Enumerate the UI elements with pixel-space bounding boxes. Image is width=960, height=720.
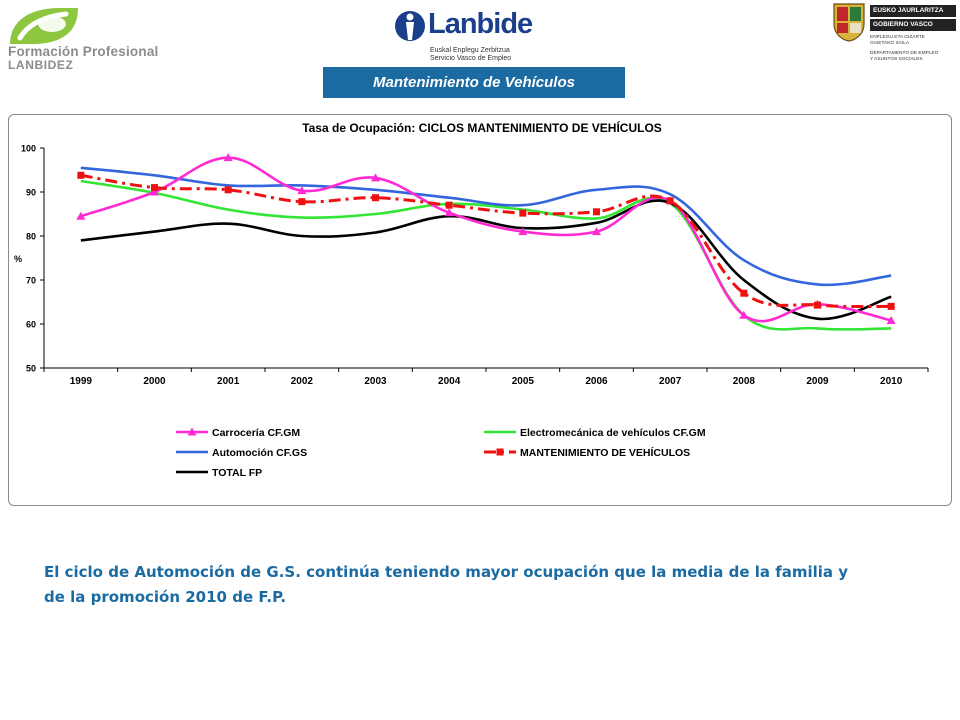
- x-tick-label: 2002: [291, 376, 314, 387]
- legend-marker: [496, 448, 504, 456]
- chart-title: Tasa de Ocupación: CICLOS MANTENIMIENTO …: [302, 120, 662, 135]
- data-point-mantenimiento-de-vehiculos: [593, 208, 600, 216]
- gobierno-vasco-logo: EUSKO JAURLARITZA GOBIERNO VASCO ENPLEGU…: [832, 2, 960, 72]
- legend-label: MANTENIMIENTO DE VEHÍCULOS: [520, 446, 690, 459]
- data-point-mantenimiento-de-vehiculos: [740, 289, 748, 297]
- lanbide-logo-name: Lanbide: [428, 8, 533, 40]
- commentary-text: El ciclo de Automoción de G.S. continúa …: [44, 560, 924, 610]
- gv-bar-eusko: EUSKO JAURLARITZA: [870, 5, 956, 17]
- fp-leaf-icon: [10, 8, 78, 44]
- series-line-mantenimiento-de-vehiculos: [80, 173, 892, 309]
- x-tick-label: 2004: [438, 376, 461, 387]
- data-point-carroceria-cf-gm: [76, 211, 86, 220]
- x-tick-label: 2000: [143, 376, 166, 387]
- legend-label: Electromecánica de vehículos CF.GM: [520, 427, 706, 439]
- gv-small-1: ENPLEGU ETA GIZARTE: [870, 35, 925, 40]
- data-point-carroceria-cf-gm: [886, 315, 896, 324]
- lanbide-circle-icon: [395, 11, 425, 41]
- data-point-mantenimiento-de-vehiculos: [519, 209, 527, 217]
- data-point-carroceria-cf-gm: [592, 227, 601, 236]
- x-tick-label: 2006: [585, 376, 608, 387]
- page-title: Mantenimiento de Vehículos: [323, 67, 625, 98]
- x-tick-label: 2008: [733, 376, 756, 387]
- x-tick-label: 1999: [70, 376, 93, 387]
- legend-marker: [187, 427, 197, 436]
- coat-of-arms-icon: [833, 3, 865, 42]
- fp-logo-line2: LANBIDEZ: [8, 58, 74, 72]
- data-point-carroceria-cf-gm: [297, 186, 307, 195]
- data-point-carroceria-cf-gm: [518, 227, 528, 236]
- x-tick-label: 2010: [880, 376, 903, 387]
- data-point-mantenimiento-de-vehiculos: [77, 171, 85, 179]
- data-point-carroceria-cf-gm: [150, 187, 159, 196]
- data-point-carroceria-cf-gm: [739, 310, 749, 319]
- data-point-carroceria-cf-gm: [444, 208, 454, 217]
- data-point-mantenimiento-de-vehiculos: [814, 301, 821, 309]
- data-point-mantenimiento-de-vehiculos: [298, 198, 306, 206]
- x-tick-label: 2003: [364, 376, 387, 387]
- legend-label: TOTAL FP: [212, 467, 262, 479]
- series-line-automocion-cf-gs: [80, 166, 892, 287]
- y-axis-label: %: [14, 254, 22, 264]
- gv-small-2: GAIETAKO SAILA: [870, 41, 910, 46]
- data-point-mantenimiento-de-vehiculos: [887, 302, 895, 310]
- lanbide-logo-sub1: Euskal Enplegu Zerbitzua: [430, 47, 510, 54]
- gv-small-4: Y ASUNTOS SOCIALES: [870, 57, 923, 62]
- data-point-mantenimiento-de-vehiculos: [445, 201, 453, 209]
- lanbide-logo-sub2: Servicio Vasco de Empleo: [430, 55, 512, 62]
- data-point-mantenimiento-de-vehiculos: [224, 186, 232, 194]
- data-point-carroceria-cf-gm: [223, 153, 233, 162]
- x-tick-label: 2007: [659, 376, 682, 387]
- y-tick-label: 70: [26, 276, 36, 286]
- data-point-mantenimiento-de-vehiculos: [372, 194, 379, 202]
- commentary-line-1: El ciclo de Automoción de G.S. continúa …: [44, 563, 849, 581]
- series-line-electromecanica-de-vehiculos-cf-gm: [80, 179, 892, 331]
- y-tick-label: 80: [26, 232, 36, 242]
- gv-bar-gobierno: GOBIERNO VASCO: [870, 19, 956, 31]
- occupancy-line-chart: Tasa de Ocupación: CICLOS MANTENIMIENTO …: [14, 120, 929, 479]
- legend-label: Carrocería CF.GM: [212, 427, 300, 439]
- x-tick-label: 2001: [217, 376, 240, 387]
- commentary-line-2: de la promoción 2010 de F.P.: [44, 588, 287, 606]
- x-tick-label: 2005: [512, 376, 535, 387]
- fp-logo-line1: Formación Profesional: [8, 44, 159, 59]
- series-line-total-fp: [80, 199, 892, 321]
- gv-small-3: DEPARTAMENTO DE EMPLEO: [870, 51, 939, 56]
- y-tick-label: 100: [21, 144, 36, 154]
- formacion-profesional-logo: Formación Profesional LANBIDEZ: [4, 2, 184, 74]
- data-point-mantenimiento-de-vehiculos: [151, 184, 158, 192]
- data-point-mantenimiento-de-vehiculos: [666, 197, 674, 205]
- data-point-carroceria-cf-gm: [371, 173, 380, 182]
- y-tick-label: 60: [26, 320, 36, 330]
- x-tick-label: 2009: [806, 376, 829, 387]
- lanbide-logo: Lanbide Euskal Enplegu Zerbitzua Servici…: [394, 4, 554, 64]
- y-tick-label: 50: [26, 364, 36, 374]
- y-tick-label: 90: [26, 188, 36, 198]
- legend-label: Automoción CF.GS: [212, 447, 307, 459]
